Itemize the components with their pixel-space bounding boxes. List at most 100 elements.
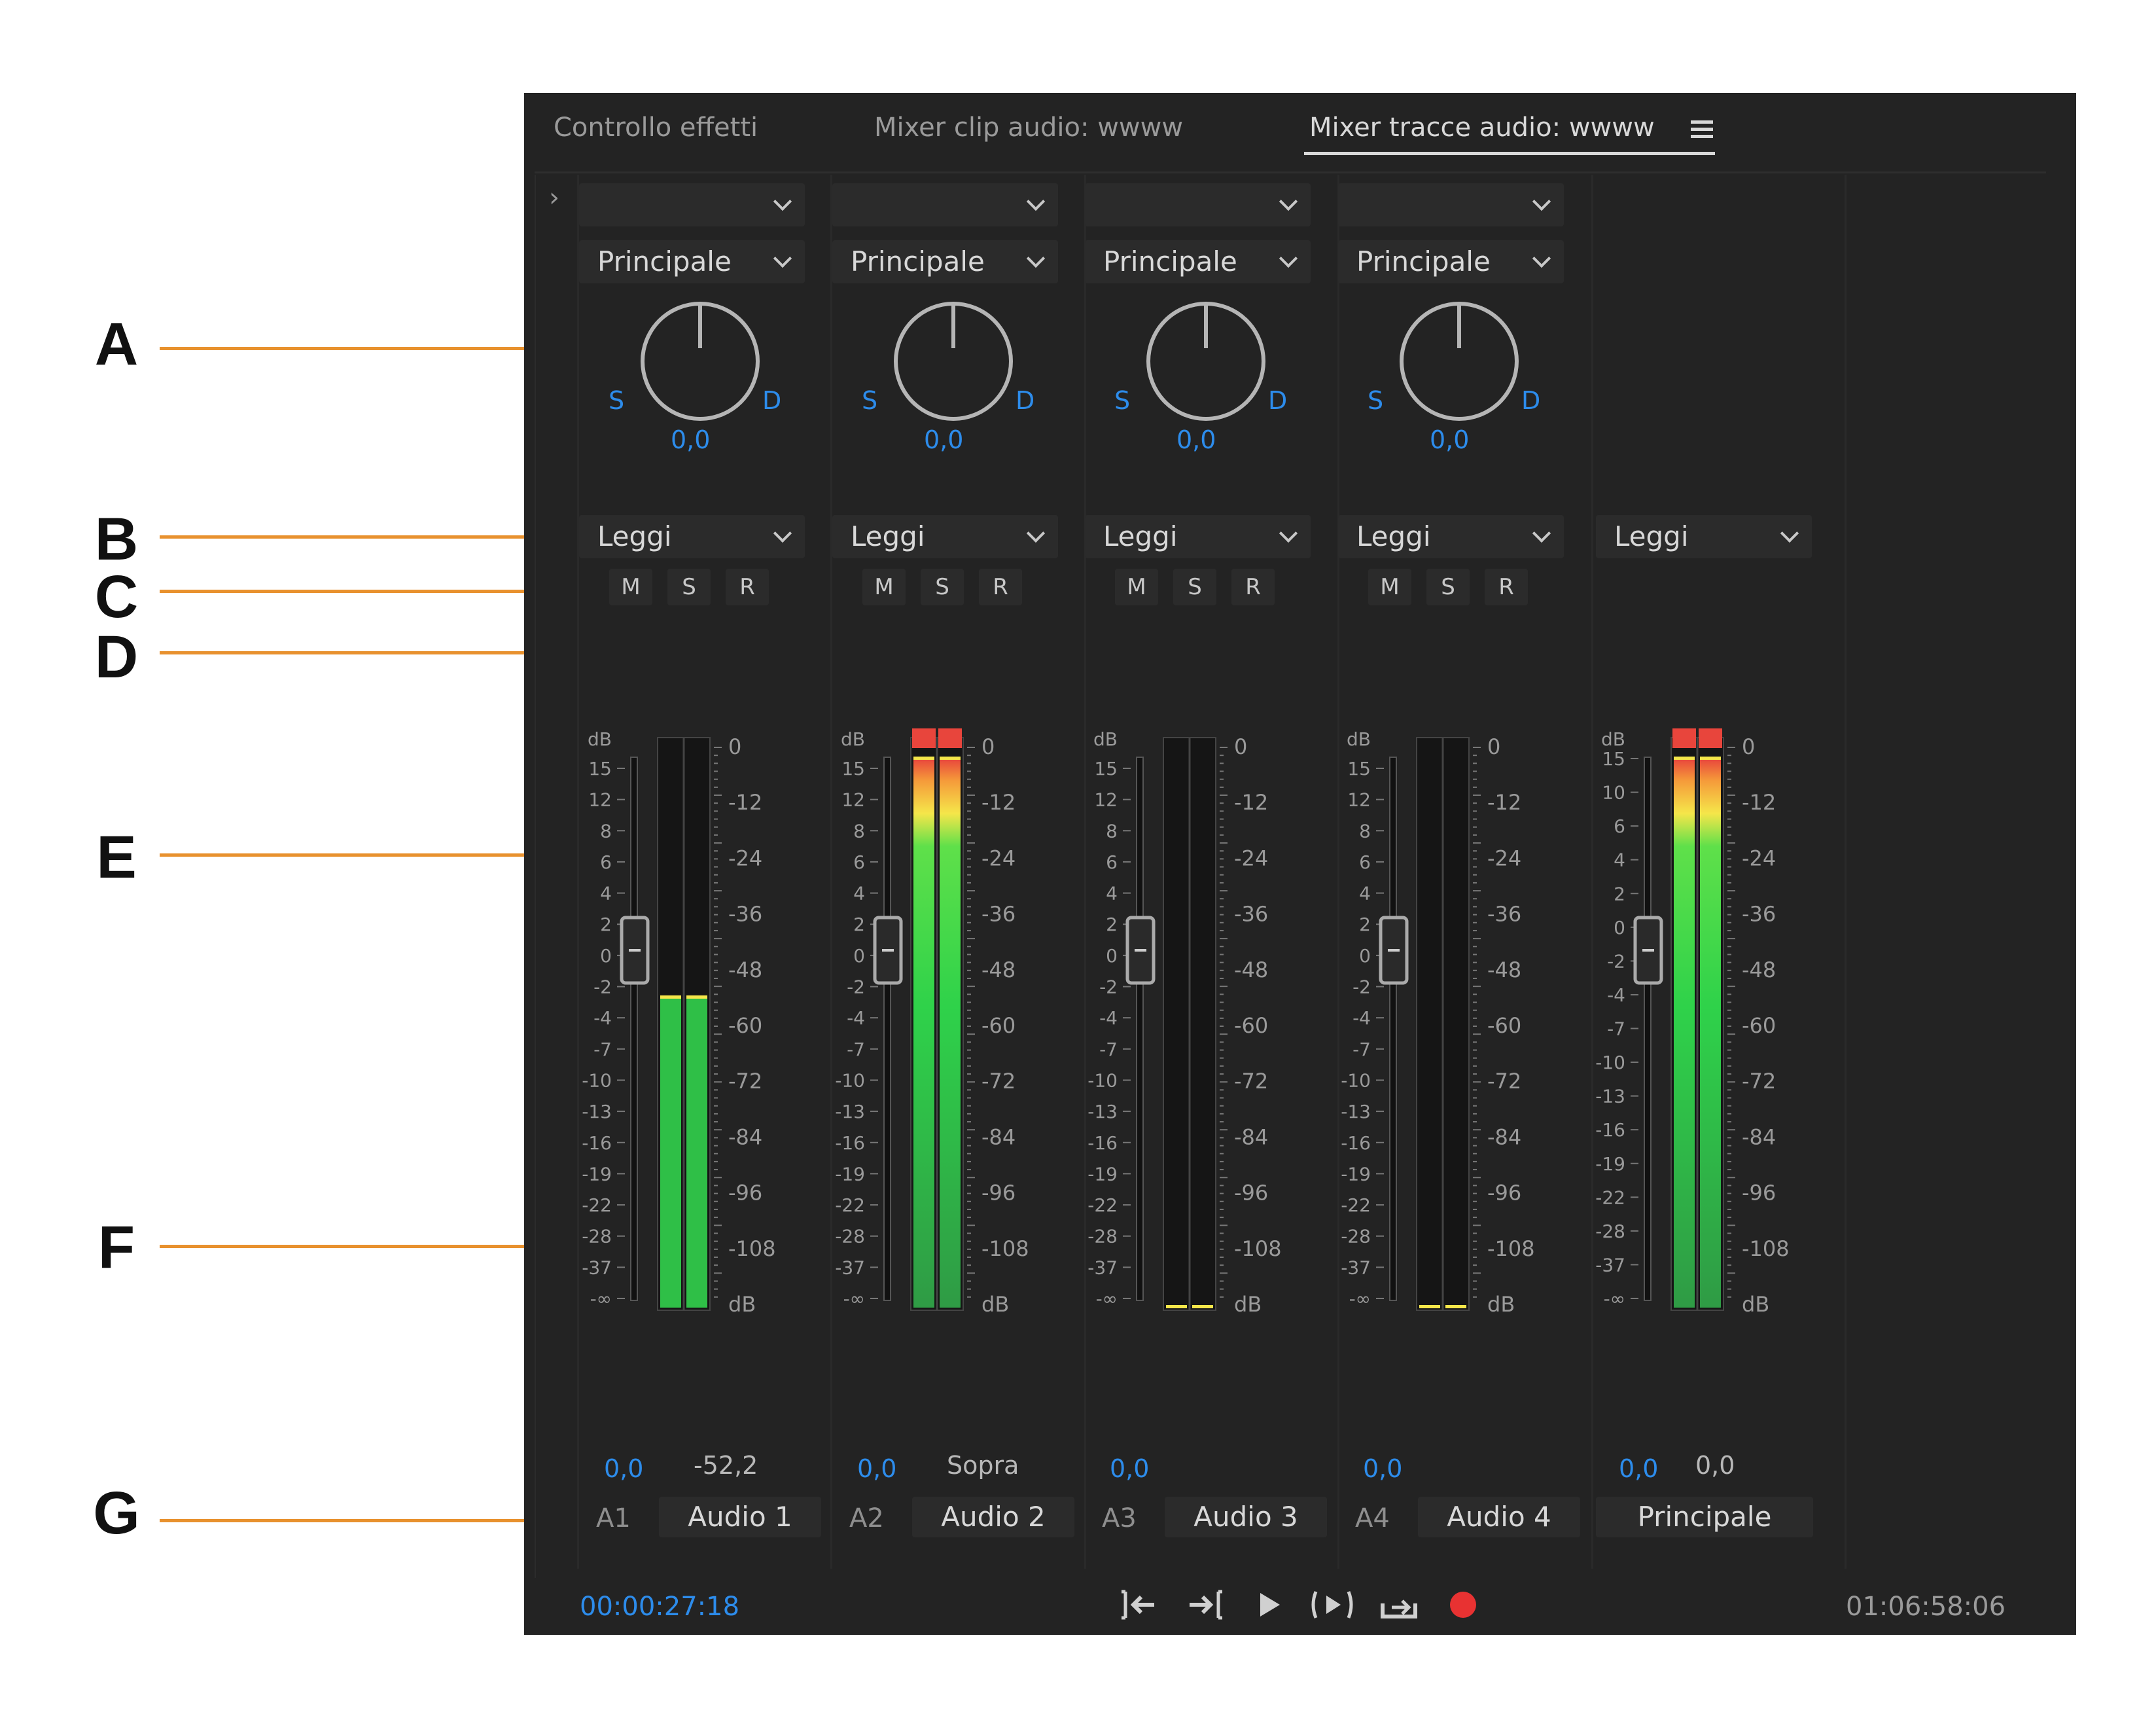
output-routing-dropdown[interactable]: Principale	[579, 240, 805, 283]
volume-value[interactable]: 0,0	[604, 1454, 644, 1483]
pan-knob[interactable]	[1394, 296, 1525, 427]
master-track-name[interactable]: Principale	[1596, 1497, 1813, 1537]
meter-scale-label: -84	[1234, 1124, 1268, 1149]
output-routing-dropdown-value: Principale	[1103, 245, 1237, 277]
chevron-down-icon	[773, 192, 792, 211]
volume-value[interactable]: 0,0	[857, 1454, 897, 1483]
meter-scale-label: -108	[981, 1236, 1029, 1261]
pan-knob[interactable]	[635, 296, 766, 427]
meter-scale-label: 0	[1742, 734, 1755, 759]
automation-mode-dropdown[interactable]: Leggi	[579, 515, 805, 558]
fader-scale-label: -2	[1607, 950, 1625, 972]
solo-button[interactable]: S	[1173, 569, 1216, 605]
go-to-out-icon[interactable]	[1182, 1585, 1228, 1624]
fader-track	[1389, 757, 1397, 1301]
mute-button[interactable]: M	[862, 569, 906, 605]
output-routing-dropdown-value: Principale	[1356, 245, 1491, 277]
current-time[interactable]: 00:00:27:18	[580, 1592, 740, 1622]
go-to-in-icon[interactable]	[1116, 1585, 1162, 1624]
meter-bar	[1674, 759, 1695, 1308]
callout-e: E	[96, 824, 137, 891]
automation-mode-dropdown[interactable]: Leggi	[1338, 515, 1564, 558]
output-routing-dropdown[interactable]: Principale	[832, 240, 1058, 283]
record-icon[interactable]	[1440, 1585, 1486, 1624]
loop-icon[interactable]	[1376, 1585, 1422, 1624]
meter-scale-label: -96	[981, 1181, 1016, 1206]
mute-button[interactable]: M	[1115, 569, 1158, 605]
record-enable-button[interactable]: R	[1231, 569, 1275, 605]
fader-scale-label: -10	[582, 1069, 612, 1091]
output-routing-dropdown-value: Principale	[597, 245, 732, 277]
fader-scale-label: -28	[835, 1226, 865, 1247]
fader-scale-label: 15	[1347, 758, 1371, 779]
solo-button[interactable]: S	[921, 569, 964, 605]
solo-button[interactable]: S	[667, 569, 711, 605]
track-name-field[interactable]: Audio 1	[659, 1497, 821, 1537]
fader-scale-label: -16	[1595, 1119, 1625, 1141]
peak-indicator	[1700, 757, 1721, 760]
meter-scale-label: dB	[1742, 1292, 1769, 1317]
fader-scale-label: 4	[1614, 849, 1625, 871]
output-routing-dropdown[interactable]: Principale	[1338, 240, 1564, 283]
fader-scale-label: -13	[1595, 1086, 1625, 1107]
chevron-down-icon	[1532, 524, 1551, 543]
tab-effect-controls[interactable]: Controllo effetti	[554, 113, 758, 143]
pan-knob[interactable]	[888, 296, 1019, 427]
track-meter-group: dB 15 12 8 6 4 2 0 -2 -4 -7 -10 -13 -16 -19 -22 -28 -37 -∞…	[1087, 728, 1281, 1317]
tab-audio-clip-mixer[interactable]: Mixer clip audio: wwww	[874, 113, 1184, 143]
fader-scale-label: -∞	[1096, 1288, 1118, 1310]
callout-f: F	[97, 1214, 135, 1281]
record-enable-button[interactable]: R	[1485, 569, 1528, 605]
fader-scale-label: -7	[847, 1039, 865, 1060]
automation-mode-dropdown[interactable]: Leggi	[832, 515, 1058, 558]
fader-track	[630, 757, 638, 1301]
fader-track	[883, 757, 891, 1301]
active-tab-underline	[1304, 152, 1715, 155]
track-id-label: A1	[596, 1503, 631, 1533]
expand-effects-icon[interactable]: ›	[549, 183, 559, 213]
record-enable-button[interactable]: R	[979, 569, 1022, 605]
fader-scale-label: -16	[1341, 1132, 1371, 1154]
effect-insert-dropdown[interactable]	[579, 183, 805, 226]
mute-button[interactable]: M	[609, 569, 652, 605]
pan-value[interactable]: 0,0	[924, 425, 964, 454]
column-divider	[830, 175, 832, 1569]
meter-scale-label: dB	[1234, 1292, 1262, 1317]
fader-scale-label: -13	[1341, 1101, 1371, 1122]
automation-mode-dropdown[interactable]: Leggi	[1085, 515, 1311, 558]
pan-knob[interactable]	[1140, 296, 1271, 427]
play-icon[interactable]	[1246, 1585, 1292, 1624]
master-meter-group: dB15106420-2-4-7-10-13-16-19-22-28-37-∞0…	[1595, 728, 1790, 1317]
chevron-down-icon	[1026, 249, 1046, 268]
play-in-to-out-icon[interactable]	[1309, 1585, 1355, 1624]
output-routing-dropdown[interactable]: Principale	[1085, 240, 1311, 283]
master-volume-value[interactable]: 0,0	[1619, 1454, 1659, 1483]
solo-button[interactable]: S	[1426, 569, 1470, 605]
fader-scale-label: 12	[1094, 789, 1118, 811]
mute-button[interactable]: M	[1368, 569, 1411, 605]
fader-scale-label: -4	[847, 1007, 865, 1029]
pan-value[interactable]: 0,0	[1176, 425, 1216, 454]
meter-scale-label: -48	[1234, 957, 1268, 982]
volume-value[interactable]: 0,0	[1363, 1454, 1403, 1483]
pan-right-label: D	[762, 386, 782, 415]
meter-scale-label: dB	[1487, 1292, 1515, 1317]
effect-insert-dropdown[interactable]	[1338, 183, 1564, 226]
pan-value[interactable]: 0,0	[671, 425, 711, 454]
track-name-field[interactable]: Audio 3	[1165, 1497, 1327, 1537]
master-automation-dropdown[interactable]: Leggi	[1596, 515, 1812, 558]
panel-menu-icon[interactable]	[1691, 120, 1713, 138]
effect-insert-dropdown[interactable]	[832, 183, 1058, 226]
fader-scale-label: -22	[1595, 1187, 1625, 1208]
volume-value[interactable]: 0,0	[1110, 1454, 1150, 1483]
tab-audio-track-mixer[interactable]: Mixer tracce audio: wwww	[1309, 113, 1655, 143]
track-name-field[interactable]: Audio 4	[1418, 1497, 1580, 1537]
chevron-down-icon	[1026, 192, 1046, 211]
meter-scale-label: -96	[1234, 1181, 1268, 1206]
record-enable-button[interactable]: R	[726, 569, 769, 605]
peak-indicator	[1192, 1305, 1213, 1308]
effect-insert-dropdown[interactable]	[1085, 183, 1311, 226]
chevron-down-icon	[1532, 249, 1551, 268]
pan-value[interactable]: 0,0	[1430, 425, 1470, 454]
track-name-field[interactable]: Audio 2	[912, 1497, 1074, 1537]
